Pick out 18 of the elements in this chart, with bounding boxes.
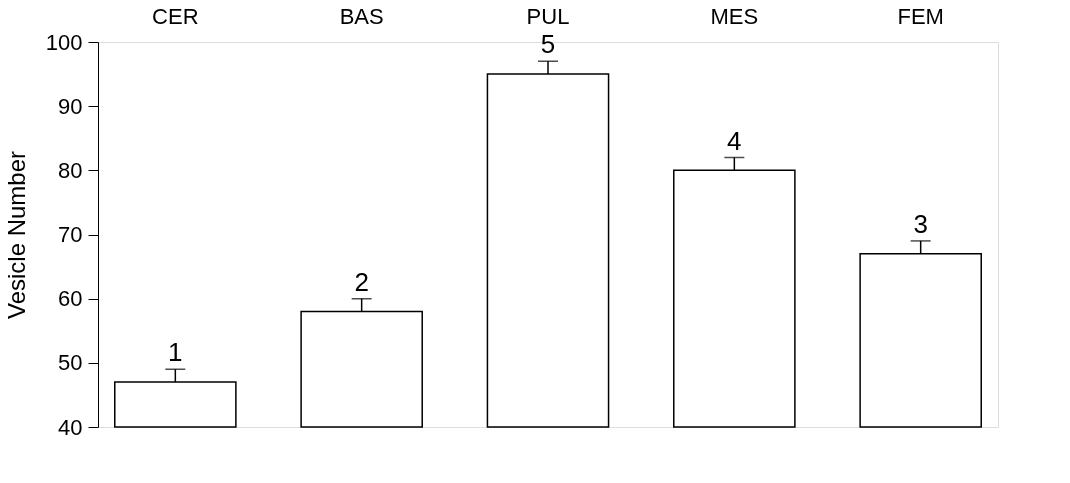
y-tick-label: 50	[58, 350, 83, 376]
x-tick-label: PUL	[526, 3, 570, 29]
annotation: 2	[354, 266, 369, 297]
y-axis-title: Vesicle Number	[2, 150, 30, 320]
y-tick-label: 100	[45, 29, 83, 55]
x-tick-label: CER	[152, 3, 199, 29]
x-tick-label: MES	[710, 3, 759, 29]
annotation: 5	[540, 29, 556, 60]
annotation: 3	[913, 208, 928, 239]
y-tick-label: 80	[58, 157, 83, 183]
annotation: 1	[168, 337, 183, 368]
y-tick-label: 70	[58, 222, 83, 247]
y-tick-label: 40	[58, 414, 83, 440]
x-tick-label: FEM	[897, 3, 944, 29]
y-tick-label: 90	[58, 93, 83, 119]
y-tick-label: 60	[58, 286, 83, 312]
annotation: 4	[727, 125, 742, 156]
x-tick-label: BAS	[339, 3, 384, 29]
